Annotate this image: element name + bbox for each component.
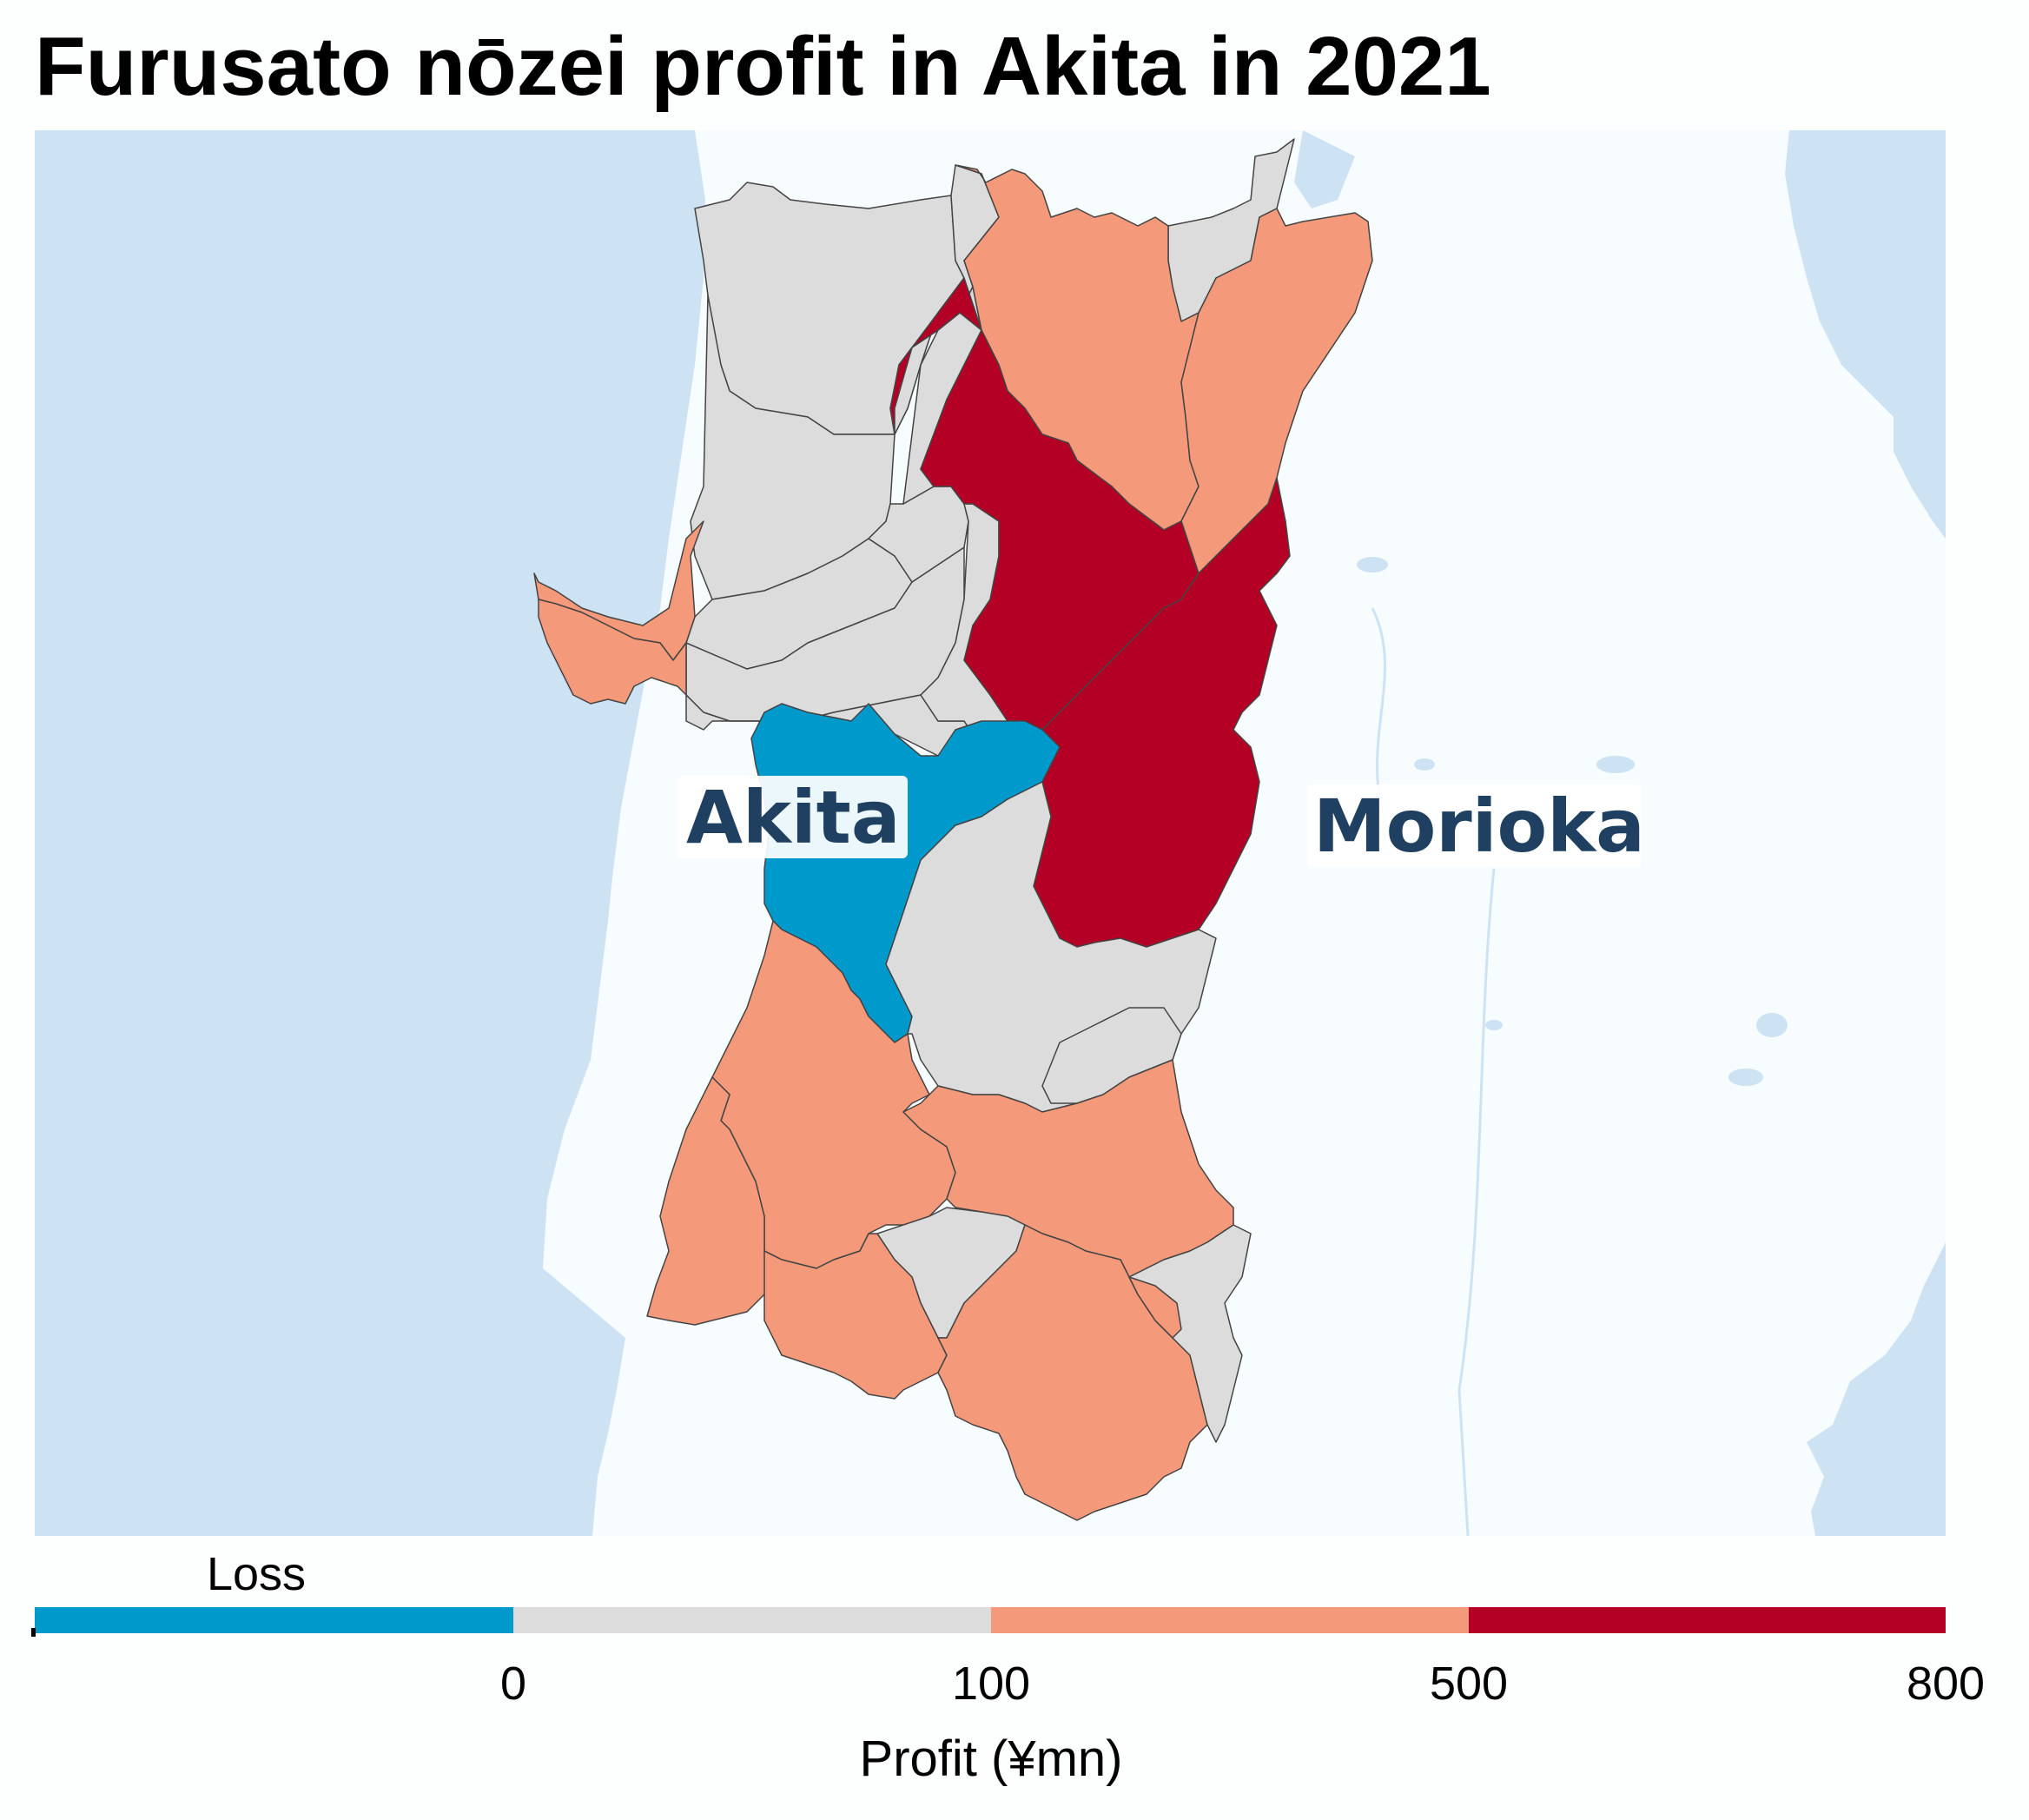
lake <box>1756 1013 1788 1037</box>
pacific-ocean <box>1785 130 1946 539</box>
lake <box>1728 1069 1763 1086</box>
municipality-orange <box>538 599 687 705</box>
city-label-akita-text: Akita <box>686 775 901 860</box>
sea-of-japan <box>35 130 705 1536</box>
legend-tick-0: 0 <box>500 1658 526 1710</box>
municipality-orange <box>646 1076 783 1326</box>
legend-tick-800: 800 <box>1907 1658 1985 1710</box>
lake <box>1485 1020 1503 1030</box>
river <box>1457 868 1496 1537</box>
lake <box>1357 557 1388 572</box>
city-label-akita: Akita <box>677 775 908 860</box>
city-label-morioka-bg <box>1307 784 1642 867</box>
municipality-orange <box>1128 1276 1182 1339</box>
lake <box>1596 756 1635 773</box>
city-label-morioka: Morioka <box>1307 784 1645 869</box>
municipality-grey <box>1128 1224 1252 1443</box>
city-label-akita-bg <box>677 776 908 858</box>
legend-bin-100-500 <box>991 1607 1469 1633</box>
legend-bin-0-100 <box>513 1607 991 1633</box>
legend-axis-title: Profit (¥mn) <box>860 1731 1123 1787</box>
city-label-morioka-text: Morioka <box>1313 784 1645 869</box>
legend-bin-loss <box>35 1607 513 1633</box>
legend: Loss 0 100 500 800 Profit (¥mn) <box>31 1548 1985 1787</box>
legend-tick-500: 500 <box>1430 1658 1508 1710</box>
map-title: Furusato nōzei profit in Akita in 2021 <box>35 20 1491 113</box>
legend-tick-100: 100 <box>952 1658 1030 1710</box>
legend-loss-label: Loss <box>207 1548 306 1600</box>
mutsu-bay <box>1294 130 1355 208</box>
legend-bin-500-800 <box>1469 1607 1946 1633</box>
pacific-ocean-south <box>1807 1242 1946 1536</box>
legend-left-tick <box>31 1628 36 1637</box>
lake <box>1414 758 1435 771</box>
